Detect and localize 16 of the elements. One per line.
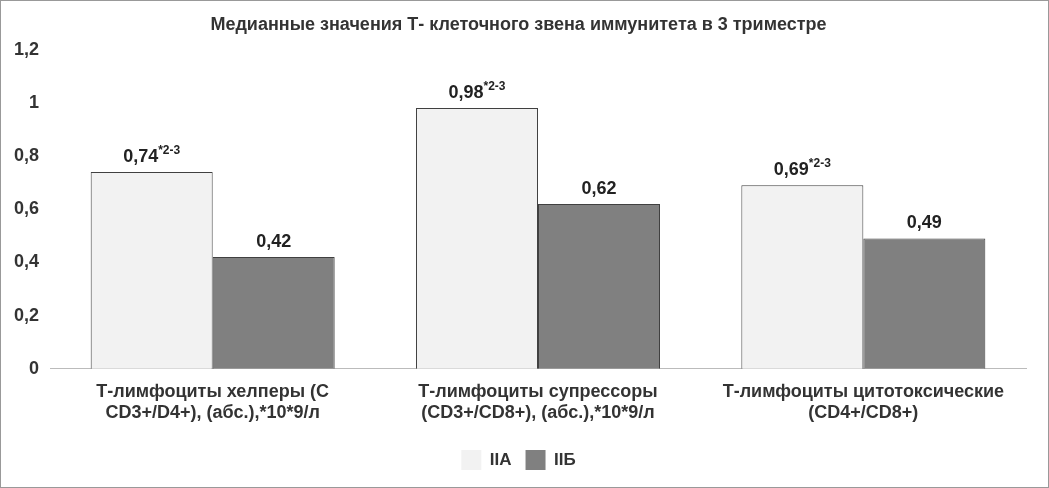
data-label: 0,49	[906, 212, 942, 233]
y-tick-label: 1	[29, 91, 40, 112]
chart-title: Медианные значения Т- клеточного звена иммунитета в 3 триместре	[210, 13, 827, 34]
y-tick-label: 0,2	[13, 304, 40, 325]
data-label: 0,42	[256, 231, 292, 252]
y-tick-label: 1,2	[13, 38, 40, 59]
legend-label: IIБ	[554, 449, 576, 469]
data-label: 0,62	[581, 177, 617, 198]
y-tick-label: 0	[29, 357, 40, 378]
x-tick-label: Т-лимфоциты хелперы (С CD3+/D4+), (абс.),*10*9/л	[96, 380, 330, 423]
x-tick-label: Т-лимфоциты супрессоры (CD3+/CD8+), (абс.),*10*9/л	[418, 380, 658, 423]
legend-label: IIA	[489, 449, 512, 469]
y-tick-label: 0,6	[13, 198, 40, 219]
y-tick-label: 0,8	[13, 144, 40, 165]
x-tick-label: Т-лимфоциты цитотоксические (CD4+/CD8+)	[722, 380, 1005, 423]
y-tick-label: 0,4	[13, 251, 40, 272]
